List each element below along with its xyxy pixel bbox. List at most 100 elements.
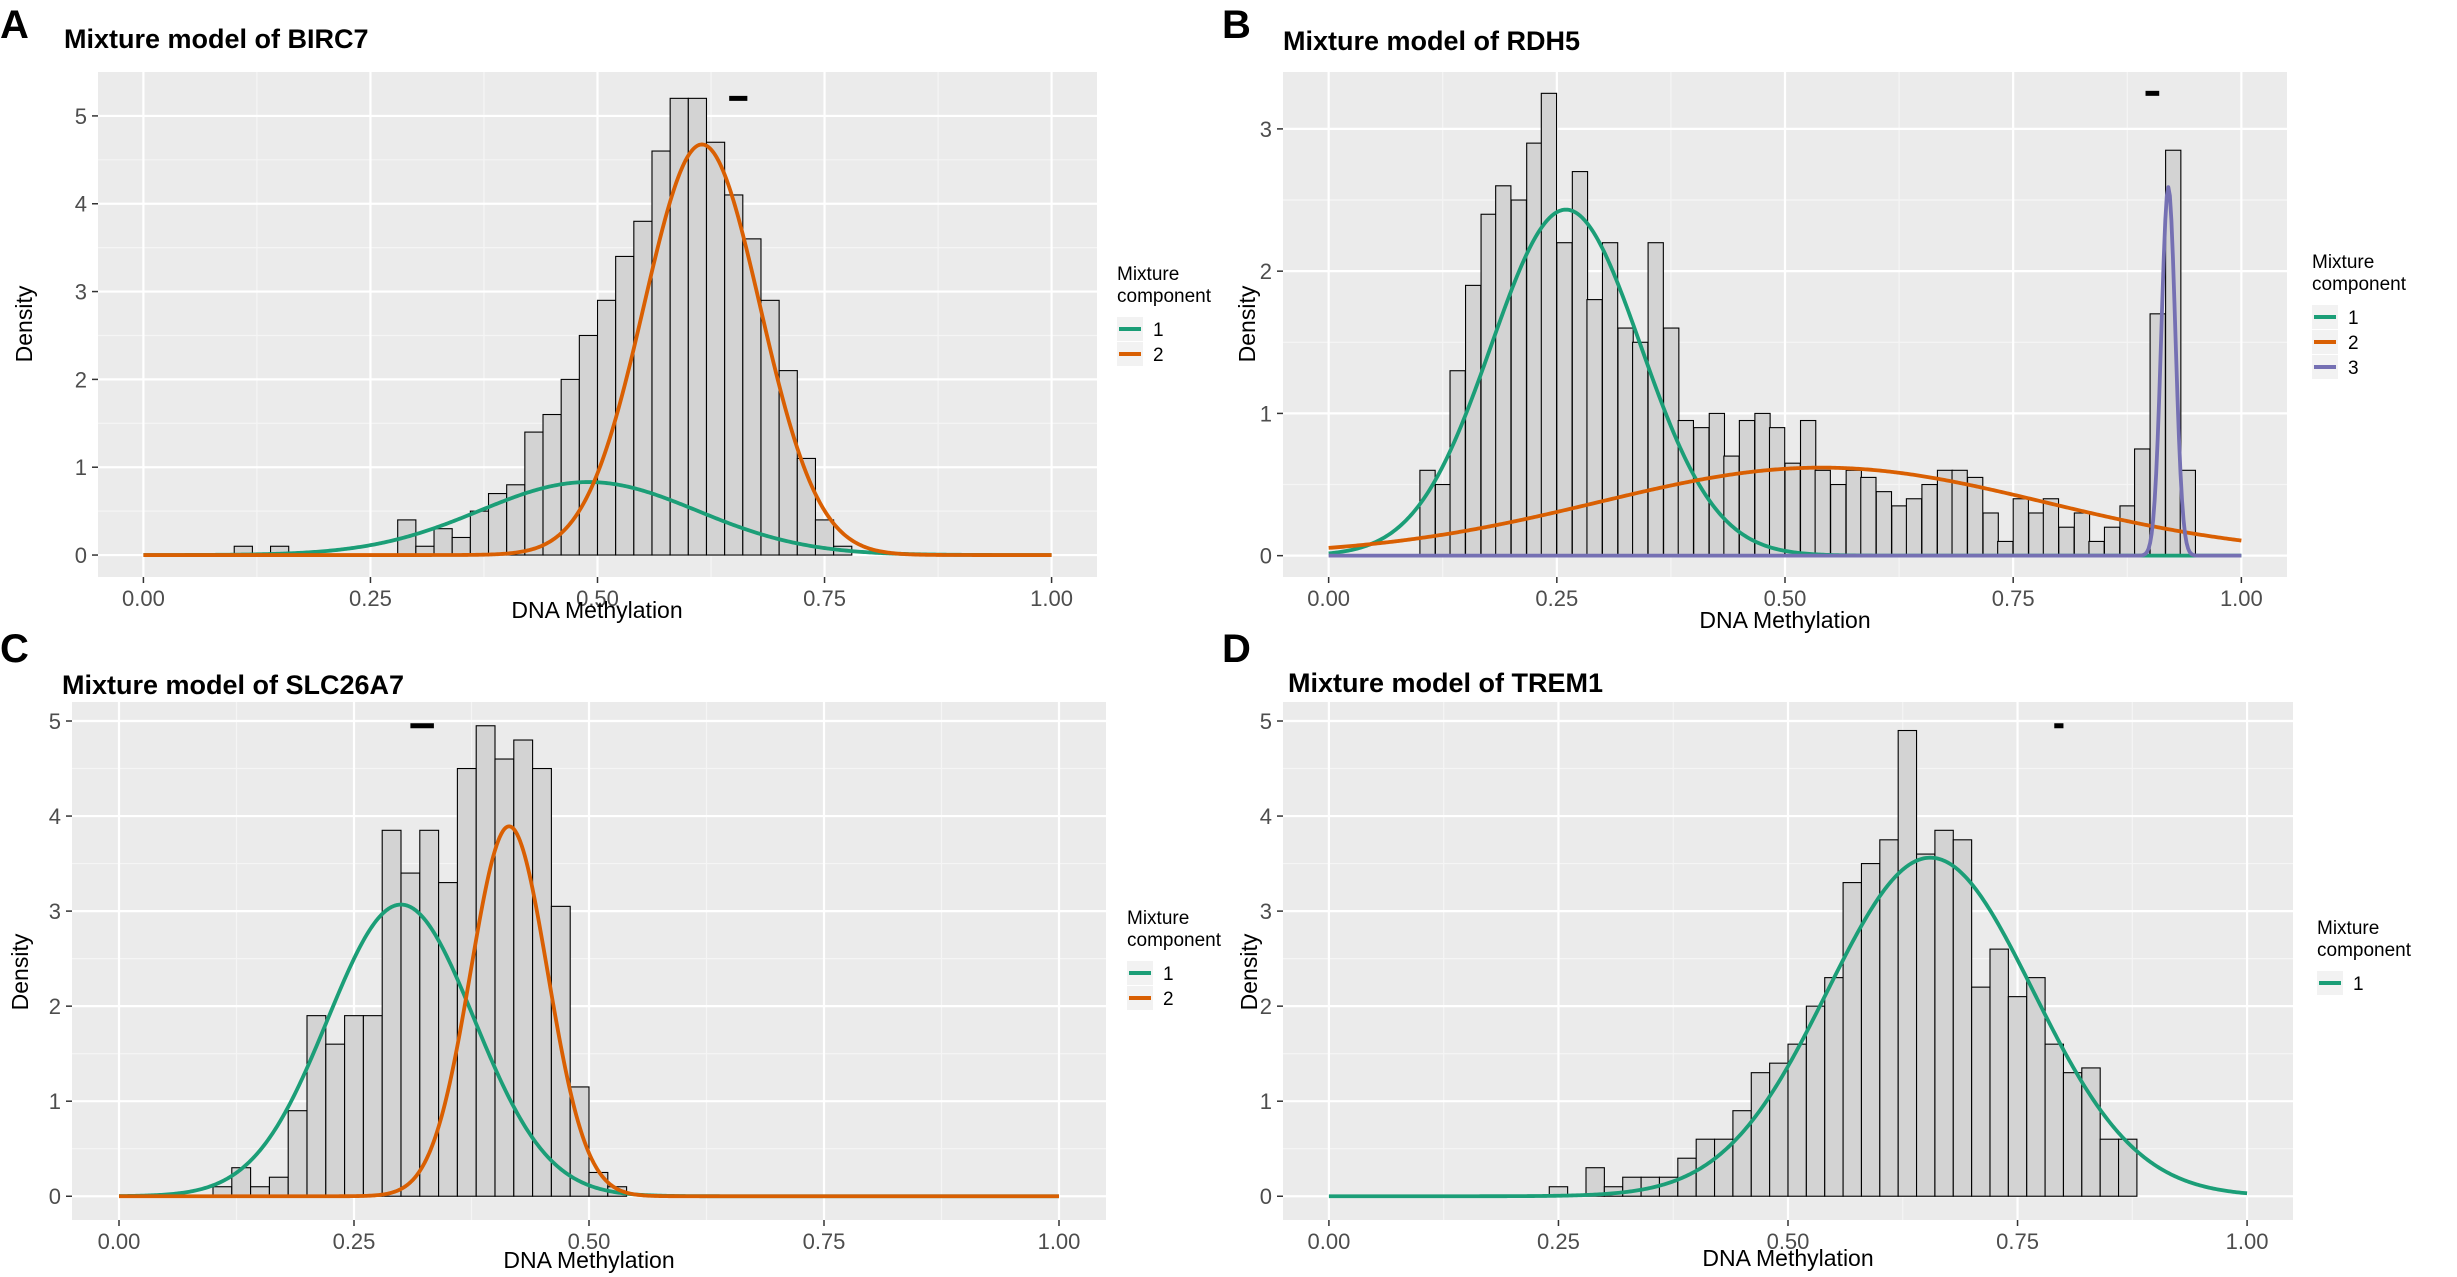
x-tick-label: 0.00	[1307, 1229, 1350, 1254]
histogram-bar	[1814, 469, 1831, 557]
histogram-bar	[687, 97, 708, 556]
histogram-bar	[1750, 1072, 1771, 1197]
legend-title: Mixture	[1127, 908, 1189, 929]
histogram-bar	[2007, 996, 2028, 1197]
x-tick-label: 0.25	[1537, 1229, 1580, 1254]
legend-title: component	[2312, 274, 2407, 295]
histogram-bar	[451, 536, 471, 556]
panel-letter: C	[0, 627, 29, 671]
y-tick-label: 0	[49, 1184, 61, 1209]
legend-label: 1	[2348, 308, 2359, 329]
x-tick-label: 0.50	[1767, 1229, 1810, 1254]
y-axis-title: Density	[7, 933, 33, 1010]
legend-title: Mixture	[1117, 264, 1179, 285]
legend-label: 2	[1163, 989, 1174, 1010]
histogram-bar	[1586, 299, 1603, 557]
x-tick-label: 0.75	[803, 1229, 846, 1254]
histogram-bar	[1601, 242, 1619, 557]
histogram-bar	[381, 829, 402, 1197]
histogram-bar	[2073, 512, 2091, 557]
histogram-bar	[1860, 476, 1877, 557]
y-tick-label: 3	[49, 899, 61, 924]
histogram-bar	[438, 882, 458, 1197]
histogram-bar	[2103, 526, 2121, 557]
y-tick-label: 5	[1260, 709, 1272, 734]
y-tick-label: 3	[75, 280, 87, 305]
histogram-bar	[1845, 469, 1862, 557]
histogram-bar	[1952, 839, 1973, 1197]
density-curve-component-3	[1328, 185, 2242, 558]
histogram-bar	[1891, 505, 1908, 557]
panel-c: C Mixture model of SLC26A7 0.00 0.25 0.50 0.7…	[0, 627, 1222, 1273]
y-tick-label: 5	[49, 709, 61, 734]
x-tick-label: 0.75	[1996, 1229, 2039, 1254]
legend-label: 1	[1163, 964, 1174, 985]
x-tick-label: 0.00	[122, 586, 165, 611]
density-curve-component-1	[1328, 855, 2248, 1199]
legend-title: Mixture	[2312, 252, 2374, 273]
histogram-bar	[1754, 412, 1771, 557]
histogram-bar	[1915, 853, 1936, 1197]
legend-title: Mixture	[2317, 918, 2379, 939]
histogram-bar	[433, 528, 453, 556]
legend-label: 1	[1153, 320, 1164, 341]
histogram-bar	[724, 194, 744, 556]
histogram-bar	[1971, 986, 1991, 1197]
histogram-bar	[1540, 92, 1558, 557]
x-tick-label: 0.50	[1764, 586, 1807, 611]
histogram-bar	[1464, 284, 1482, 557]
histogram-bar	[475, 725, 496, 1197]
panel-title: Mixture model of RDH5	[1283, 26, 1580, 56]
x-tick-label: 0.25	[349, 586, 392, 611]
y-tick-label: 0	[75, 543, 87, 568]
histogram-bar	[513, 739, 534, 1197]
x-tick-label: 0.00	[1307, 586, 1350, 611]
histogram-bar	[1677, 419, 1695, 557]
histogram-bar	[1897, 729, 1918, 1197]
histogram-bar	[287, 1110, 308, 1197]
panel-letter: D	[1222, 627, 1251, 671]
histogram-bar	[633, 220, 653, 556]
y-tick-label: 0	[1260, 1184, 1272, 1209]
x-tick-label: 0.50	[576, 586, 619, 611]
x-tick-label: 1.00	[1038, 1229, 1081, 1254]
y-axis-title: Density	[1234, 285, 1260, 362]
x-tick-label: 0.25	[1535, 586, 1578, 611]
histogram-bar	[1723, 455, 1740, 557]
y-tick-label: 1	[1260, 1089, 1272, 1114]
histogram-bar	[1934, 829, 1954, 1197]
legend-label: 1	[2353, 974, 2364, 995]
y-axis-title: Density	[11, 285, 37, 362]
panel-b: B Mixture model of RDH5 0.00 0.25 0.50 0.75 1.…	[1222, 3, 2407, 633]
histogram-bar	[344, 1015, 364, 1197]
histogram-bar	[469, 510, 490, 556]
x-tick-label: 0.00	[98, 1229, 141, 1254]
histogram-bar	[1830, 483, 1847, 557]
histogram-bar	[362, 1015, 383, 1197]
x-axis-title: DNA Methylation	[503, 1247, 674, 1273]
histogram-bar	[2042, 498, 2060, 557]
histogram-bar	[1510, 199, 1527, 557]
y-tick-label: 4	[75, 192, 87, 217]
panel-letter: A	[0, 3, 29, 47]
y-tick-label: 4	[49, 804, 61, 829]
legend-label: 2	[1153, 345, 1164, 366]
y-tick-label: 2	[75, 367, 87, 392]
histogram-bar	[1997, 540, 2014, 557]
x-tick-label: 0.75	[803, 586, 846, 611]
histogram-bar	[1617, 327, 1634, 557]
y-tick-label: 1	[1260, 401, 1272, 426]
histogram-bar	[494, 758, 515, 1197]
panel-a: A Mixture model of BIRC7 0.00 0.25 0.50 0.75 1…	[0, 3, 1212, 623]
density-curve-component-2	[1328, 465, 2242, 550]
legend-title: component	[1127, 930, 1222, 951]
histogram-bar	[705, 141, 726, 556]
histogram-bar	[760, 299, 780, 556]
x-tick-label: 1.00	[2226, 1229, 2269, 1254]
histogram-bar	[2062, 1072, 2083, 1197]
histogram-bar	[2099, 1138, 2120, 1197]
histogram-bar	[2117, 1138, 2138, 1197]
